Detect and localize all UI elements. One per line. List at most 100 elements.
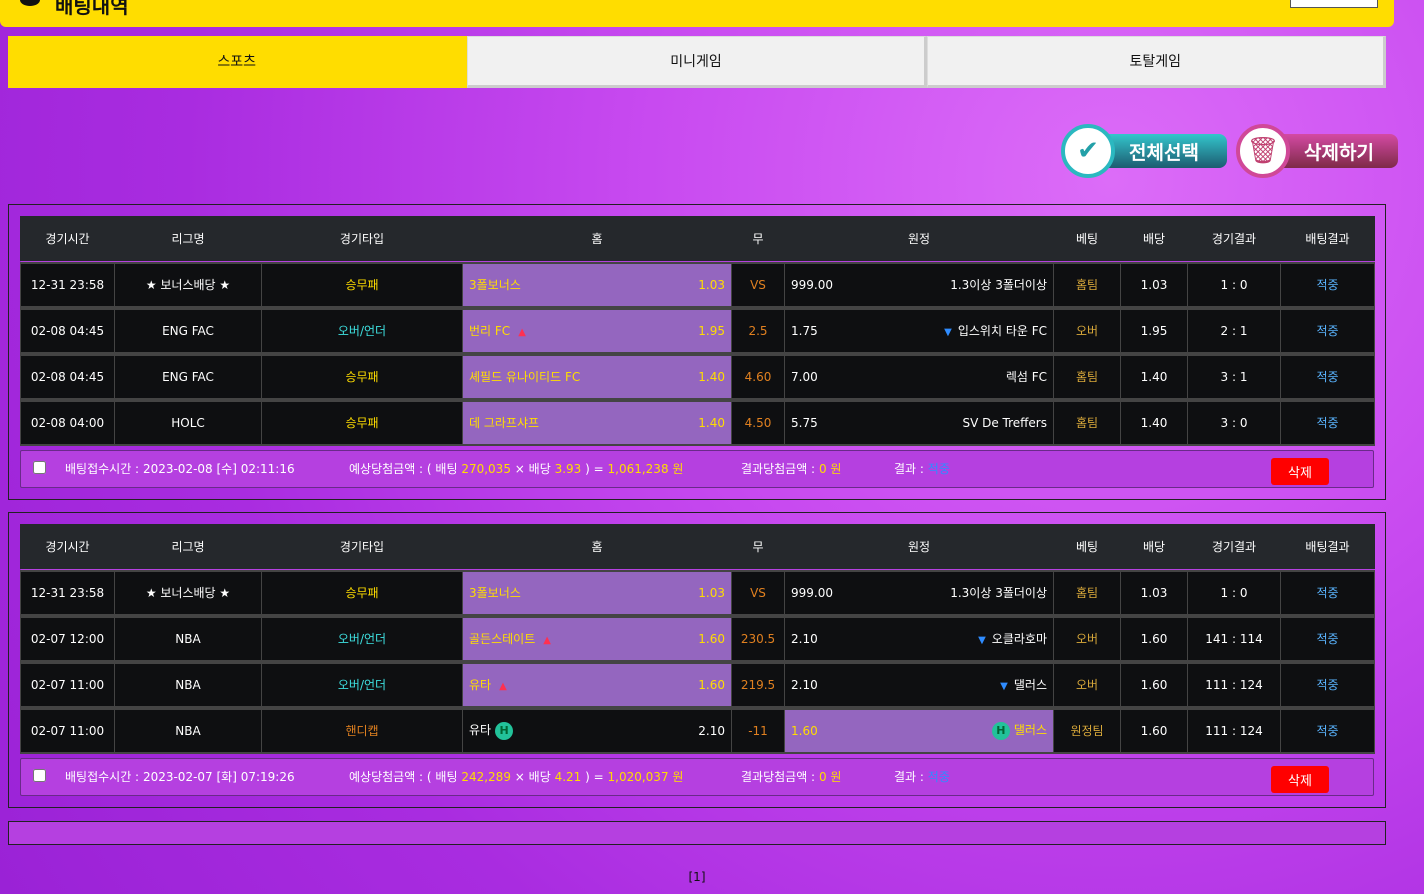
column-header: 무 (731, 216, 785, 261)
match-time: 02-08 04:45 (20, 353, 115, 400)
match-time: 02-08 04:00 (20, 399, 115, 446)
game-type: 승무패 (261, 353, 463, 400)
bet-result: 적중 (1280, 615, 1375, 662)
away-cell[interactable]: 2.10 ▼ 오클라호마 (784, 615, 1054, 662)
table-row: 02-08 04:45 ENG FAC 오버/언더 번리 FC ▲ 1.95 2.5 1.75… (20, 307, 1375, 354)
select-all-button[interactable]: ✔ 전체선택 (1061, 124, 1227, 178)
bet-time-label: 배팅접수시간 : (65, 770, 140, 784)
away-cell[interactable]: 1.75 ▼ 입스위치 타운 FC (784, 307, 1054, 354)
bet-result: 적중 (1280, 353, 1375, 400)
away-content: 7.00 렉섬 FC (791, 368, 1047, 385)
delete-button[interactable]: 삭제 (1271, 765, 1329, 793)
bet-pick: 오버 (1053, 307, 1121, 354)
gap-cell (20, 306, 1375, 309)
draw-value: VS (731, 261, 785, 308)
home-cell[interactable]: 3폴보너스 1.03 (462, 261, 732, 308)
home-content: 3폴보너스 1.03 (469, 276, 725, 293)
away-team-wrap: 렉섬 FC (1006, 368, 1047, 385)
away-odds: 999.00 (791, 585, 833, 600)
stake: 242,289 (461, 770, 511, 784)
away-cell[interactable]: 7.00 렉섬 FC (784, 353, 1054, 400)
won-value: 0 원 (818, 770, 842, 784)
home-team: 데 그라프샤프 (469, 416, 540, 430)
league-name: ★ 보너스배당 ★ (114, 569, 262, 616)
stake: 270,035 (461, 462, 511, 476)
away-cell[interactable]: 1.60 H 댈러스 (784, 707, 1054, 754)
bet-odds: 1.95 (1120, 307, 1188, 354)
bet-pick: 홈팀 (1053, 399, 1121, 446)
result-summary: 결과 : 적중 (894, 460, 950, 477)
bet-pick: 홈팀 (1053, 353, 1121, 400)
draw-value: VS (731, 569, 785, 616)
home-team: 3폴보너스 (469, 586, 521, 600)
away-cell[interactable]: 999.00 1.3이상 3폴더이상 (784, 569, 1054, 616)
delete-all-button[interactable]: 🗑 삭제하기 (1236, 124, 1398, 178)
home-team-wrap: 유타 H (469, 721, 517, 740)
delete-button[interactable]: 삭제 (1271, 457, 1329, 485)
home-cell[interactable]: 유타 ▲ 1.60 (462, 661, 732, 708)
away-team: 1.3이상 3폴더이상 (950, 278, 1047, 292)
gap-cell (20, 398, 1375, 401)
match-time: 02-07 11:00 (20, 661, 115, 708)
gap-cell (20, 660, 1375, 663)
home-team-wrap: 골든스테이트 ▲ (469, 630, 551, 647)
league-name: ENG FAC (114, 353, 262, 400)
home-content: 셰필드 유나이티드 FC 1.40 (469, 368, 725, 385)
column-header: 경기시간 (20, 216, 115, 261)
home-odds: 1.03 (698, 585, 725, 600)
gap-cell (20, 352, 1375, 355)
table-row: 02-07 12:00 NBA 오버/언더 골든스테이트 ▲ 1.60 230.5 2.10 ▼… (20, 615, 1375, 662)
draw-value: -11 (731, 707, 785, 754)
away-cell[interactable]: 2.10 ▼ 댈러스 (784, 661, 1054, 708)
table-row: 12-31 23:58 ★ 보너스배당 ★ 승무패 3폴보너스 1.03 VS 999.00… (20, 569, 1375, 616)
filter-select[interactable] (1290, 0, 1378, 8)
home-cell[interactable]: 셰필드 유나이티드 FC 1.40 (462, 353, 732, 400)
bet-time: 배팅접수시간 : 2023-02-07 [화] 07:19:26 (65, 768, 295, 785)
result-label: 결과 : (894, 770, 924, 784)
home-team-wrap: 데 그라프샤프 (469, 414, 539, 431)
game-type: 오버/언더 (261, 661, 463, 708)
column-header: 배당 (1120, 524, 1188, 569)
away-cell[interactable]: 999.00 1.3이상 3폴더이상 (784, 261, 1054, 308)
tab-sports[interactable]: 스포츠 (8, 36, 468, 88)
total-odds: 3.93 (554, 462, 582, 476)
bet-slip: 경기시간 리그명 경기타입 홈 무 원정 베팅 배당 경기결과 배팅결과 12-31 23:58 ★ … (8, 204, 1386, 500)
home-content: 3폴보너스 1.03 (469, 584, 725, 601)
row-gap (20, 614, 1375, 617)
away-odds: 7.00 (791, 369, 818, 384)
away-cell[interactable]: 5.75 SV De Treffers (784, 399, 1054, 446)
away-content: 1.60 H 댈러스 (791, 721, 1047, 740)
bet-odds: 1.60 (1120, 615, 1188, 662)
home-cell[interactable]: 데 그라프샤프 1.40 (462, 399, 732, 446)
away-team-wrap: H 댈러스 (988, 721, 1047, 740)
won-label: 결과당첨금액 : (741, 462, 816, 476)
total-odds: 4.21 (554, 770, 582, 784)
away-team: 1.3이상 3폴더이상 (950, 586, 1047, 600)
gap-cell (20, 260, 1375, 263)
bet-time: 배팅접수시간 : 2023-02-08 [수] 02:11:16 (65, 460, 295, 477)
home-cell[interactable]: 3폴보너스 1.03 (462, 569, 732, 616)
table-row: 02-07 11:00 NBA 오버/언더 유타 ▲ 1.60 219.5 2.10 ▼ 댈러스 오… (20, 661, 1375, 708)
expected-value: 1,020,037 원 (607, 770, 684, 784)
eq: ) = (585, 462, 604, 476)
home-cell[interactable]: 골든스테이트 ▲ 1.60 (462, 615, 732, 662)
bet-pick: 홈팀 (1053, 569, 1121, 616)
away-odds: 999.00 (791, 277, 833, 292)
row-gap (20, 260, 1375, 263)
tab-minigame[interactable]: 미니게임 (467, 36, 927, 88)
match-score: 2 : 1 (1187, 307, 1281, 354)
away-team: 댈러스 (1013, 723, 1047, 738)
home-cell[interactable]: 유타 H 2.10 (462, 707, 732, 754)
pagination-page-1[interactable]: [1] (688, 870, 706, 884)
game-type: 승무패 (261, 569, 463, 616)
column-header: 베팅 (1053, 524, 1121, 569)
result-value: 적중 (927, 770, 950, 784)
home-cell[interactable]: 번리 FC ▲ 1.95 (462, 307, 732, 354)
select-checkbox[interactable] (33, 460, 46, 474)
select-checkbox[interactable] (33, 768, 46, 782)
row-gap (20, 568, 1375, 571)
tab-totalgame[interactable]: 토탈게임 (926, 36, 1386, 88)
home-content: 골든스테이트 ▲ 1.60 (469, 630, 725, 647)
home-odds: 1.95 (698, 323, 725, 338)
home-content: 번리 FC ▲ 1.95 (469, 322, 725, 339)
